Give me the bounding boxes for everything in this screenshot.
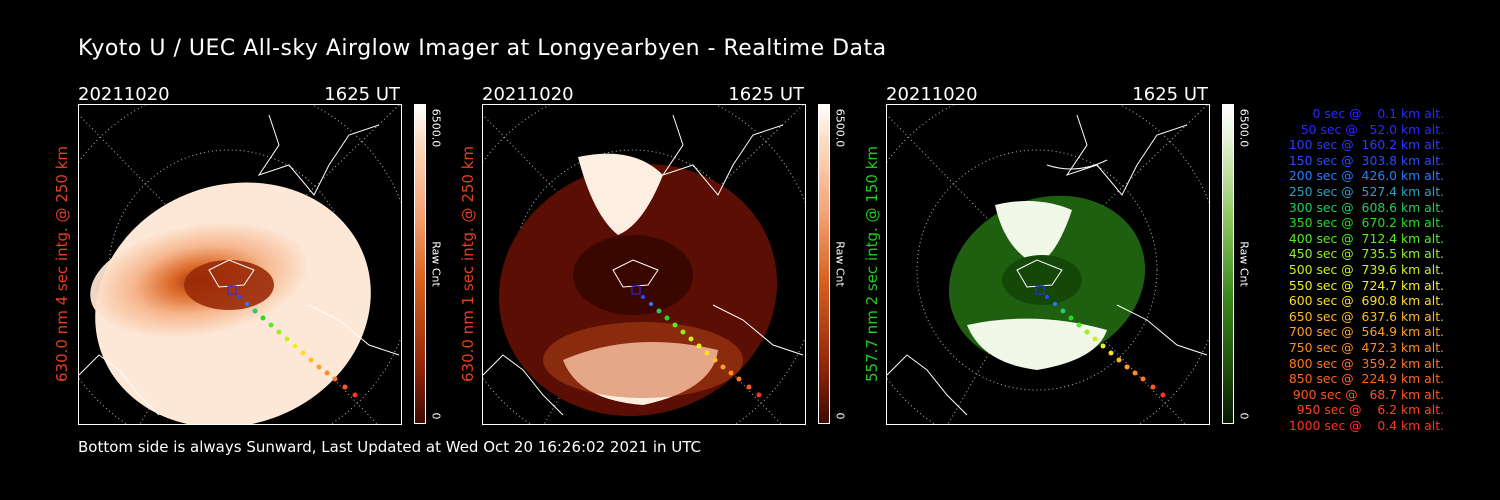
panel-1-ylabel: 630.0 nm 4 sec intg. @ 250 km [53, 145, 71, 383]
legend-row: 650 sec @ 637.6 km alt. [1288, 308, 1444, 324]
legend-row: 50 sec @ 52.0 km alt. [1300, 121, 1444, 137]
page-title: Kyoto U / UEC All-sky Airglow Imager at … [78, 36, 887, 61]
colorbar-3 [1222, 104, 1234, 424]
legend-row: 800 sec @ 359.2 km alt. [1288, 355, 1444, 371]
panel-time: 1625 UT [324, 84, 400, 105]
coastline [887, 114, 1208, 416]
legend-row: 700 sec @ 564.9 km alt. [1288, 324, 1444, 340]
coastline [483, 114, 804, 416]
legend-row: 400 sec @ 712.4 km alt. [1288, 230, 1444, 246]
cbar-unit: Raw Cnt [429, 241, 443, 287]
panel-2-ylabel: 630.0 nm 1 sec intg. @ 250 km [459, 145, 477, 383]
legend-row: 150 sec @ 303.8 km alt. [1288, 152, 1444, 168]
legend-row: 550 sec @ 724.7 km alt. [1288, 277, 1444, 293]
legend-row: 950 sec @ 6.2 km alt. [1296, 402, 1444, 418]
cbar-min: 0 [833, 412, 847, 420]
colorbar-1-labels: 6500.0 Raw Cnt 0 [428, 104, 444, 424]
trajectory-legend: 0 sec @ 0.1 km alt. 50 sec @ 52.0 km alt.… [1262, 106, 1444, 433]
panel-time: 1625 UT [728, 84, 804, 105]
cbar-unit: Raw Cnt [1237, 241, 1251, 287]
legend-row: 1000 sec @ 0.4 km alt. [1288, 417, 1444, 433]
legend-row: 250 sec @ 527.4 km alt. [1288, 183, 1444, 199]
image-panel-3: 20211020 1625 UT [886, 84, 1216, 429]
panel-3-ylabel: 557.7 nm 2 sec intg. @ 150 km [863, 145, 881, 383]
legend-row: 100 sec @ 160.2 km alt. [1288, 137, 1444, 153]
allsky-image [482, 104, 806, 425]
allsky-image [886, 104, 1210, 425]
allsky-image-graphic [483, 105, 805, 424]
coastline [79, 114, 400, 416]
allsky-image-graphic [79, 105, 401, 424]
image-panel-2: 20211020 1625 UT [482, 84, 812, 429]
legend-row: 600 sec @ 690.8 km alt. [1288, 293, 1444, 309]
footer-note: Bottom side is always Sunward, Last Upda… [78, 438, 702, 456]
cbar-max: 6500.0 [1237, 108, 1251, 148]
image-panel-1: 20211020 1625 UT [78, 84, 408, 429]
panel-date: 20211020 [886, 84, 978, 105]
legend-row: 300 sec @ 608.6 km alt. [1288, 199, 1444, 215]
colorbar-2 [818, 104, 830, 424]
legend-row: 850 sec @ 224.9 km alt. [1288, 371, 1444, 387]
legend-row: 750 sec @ 472.3 km alt. [1288, 339, 1444, 355]
cbar-max: 6500.0 [833, 108, 847, 148]
cbar-min: 0 [429, 412, 443, 420]
cbar-max: 6500.0 [429, 108, 443, 148]
cbar-unit: Raw Cnt [833, 241, 847, 287]
cbar-min: 0 [1237, 412, 1251, 420]
trajectory [1035, 285, 1166, 398]
panel-date: 20211020 [78, 84, 170, 105]
colorbar-3-labels: 6500.0 Raw Cnt 0 [1236, 104, 1252, 424]
trajectory [631, 285, 762, 398]
legend-row: 500 sec @ 739.6 km alt. [1288, 261, 1444, 277]
allsky-image [78, 104, 402, 425]
legend-row: 900 sec @ 68.7 km alt. [1292, 386, 1444, 402]
allsky-image-graphic [887, 105, 1209, 424]
legend-row: 350 sec @ 670.2 km alt. [1288, 215, 1444, 231]
legend-row: 0 sec @ 0.1 km alt. [1312, 106, 1444, 121]
panel-date: 20211020 [482, 84, 574, 105]
colorbar-2-labels: 6500.0 Raw Cnt 0 [832, 104, 848, 424]
legend-row: 450 sec @ 735.5 km alt. [1288, 246, 1444, 262]
panel-time: 1625 UT [1132, 84, 1208, 105]
colorbar-1 [414, 104, 426, 424]
legend-row: 200 sec @ 426.0 km alt. [1288, 168, 1444, 184]
trajectory [227, 285, 358, 398]
